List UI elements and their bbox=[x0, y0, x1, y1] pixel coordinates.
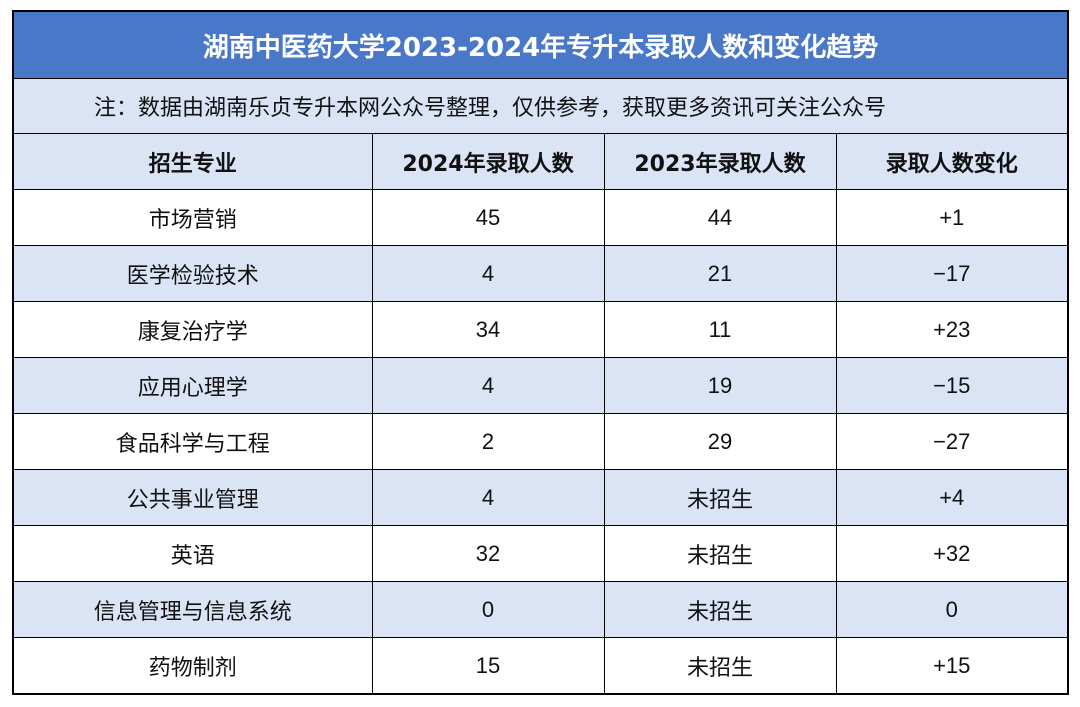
table-title: 湖南中医药大学2023-2024年专升本录取人数和变化趋势 bbox=[14, 12, 1067, 79]
header-2024-count: 2024年录取人数 bbox=[371, 134, 605, 190]
change-cell: +1 bbox=[835, 189, 1067, 246]
count-2023-cell: 11 bbox=[603, 301, 837, 358]
table-row: 英语 32 未招生 +32 bbox=[14, 525, 1067, 582]
count-2023-cell: 29 bbox=[603, 413, 837, 470]
header-2023-count: 2023年录取人数 bbox=[603, 134, 837, 190]
admission-table: 招生专业 2024年录取人数 2023年录取人数 录取人数变化 市场营销 45 … bbox=[14, 134, 1067, 693]
major-cell: 食品科学与工程 bbox=[14, 413, 373, 470]
count-2024-cell: 15 bbox=[371, 637, 605, 693]
major-cell: 信息管理与信息系统 bbox=[14, 581, 373, 638]
count-2023-cell: 19 bbox=[603, 357, 837, 414]
count-2023-cell: 44 bbox=[603, 189, 837, 246]
major-cell: 药物制剂 bbox=[14, 637, 373, 693]
header-row: 招生专业 2024年录取人数 2023年录取人数 录取人数变化 bbox=[14, 134, 1067, 190]
change-cell: −15 bbox=[835, 357, 1067, 414]
count-2024-cell: 0 bbox=[371, 581, 605, 638]
table-row: 信息管理与信息系统 0 未招生 0 bbox=[14, 581, 1067, 638]
count-2024-cell: 4 bbox=[371, 245, 605, 302]
count-2023-cell: 未招生 bbox=[603, 637, 837, 693]
count-2023-cell: 21 bbox=[603, 245, 837, 302]
count-2024-cell: 4 bbox=[371, 357, 605, 414]
major-cell: 医学检验技术 bbox=[14, 245, 373, 302]
major-cell: 康复治疗学 bbox=[14, 301, 373, 358]
count-2024-cell: 4 bbox=[371, 469, 605, 526]
table-row: 药物制剂 15 未招生 +15 bbox=[14, 637, 1067, 693]
count-2024-cell: 32 bbox=[371, 525, 605, 582]
change-cell: −27 bbox=[835, 413, 1067, 470]
major-cell: 应用心理学 bbox=[14, 357, 373, 414]
change-cell: +23 bbox=[835, 301, 1067, 358]
change-cell: +32 bbox=[835, 525, 1067, 582]
count-2024-cell: 45 bbox=[371, 189, 605, 246]
major-cell: 英语 bbox=[14, 525, 373, 582]
count-2024-cell: 2 bbox=[371, 413, 605, 470]
header-change: 录取人数变化 bbox=[835, 134, 1067, 190]
admission-table-sheet: 湖南中医药大学2023-2024年专升本录取人数和变化趋势 注：数据由湖南乐贞专… bbox=[12, 10, 1069, 695]
major-cell: 市场营销 bbox=[14, 189, 373, 246]
count-2024-cell: 34 bbox=[371, 301, 605, 358]
table-row: 公共事业管理 4 未招生 +4 bbox=[14, 469, 1067, 526]
table-row: 应用心理学 4 19 −15 bbox=[14, 357, 1067, 414]
change-cell: +4 bbox=[835, 469, 1067, 526]
source-note: 注：数据由湖南乐贞专升本网公众号整理，仅供参考，获取更多资讯可关注公众号 bbox=[14, 79, 1067, 134]
table-row: 康复治疗学 34 11 +23 bbox=[14, 301, 1067, 358]
count-2023-cell: 未招生 bbox=[603, 525, 837, 582]
change-cell: +15 bbox=[835, 637, 1067, 693]
change-cell: 0 bbox=[835, 581, 1067, 638]
table-row: 食品科学与工程 2 29 −27 bbox=[14, 413, 1067, 470]
table-row: 医学检验技术 4 21 −17 bbox=[14, 245, 1067, 302]
count-2023-cell: 未招生 bbox=[603, 581, 837, 638]
header-major: 招生专业 bbox=[14, 134, 373, 190]
count-2023-cell: 未招生 bbox=[603, 469, 837, 526]
major-cell: 公共事业管理 bbox=[14, 469, 373, 526]
table-row: 市场营销 45 44 +1 bbox=[14, 189, 1067, 246]
change-cell: −17 bbox=[835, 245, 1067, 302]
